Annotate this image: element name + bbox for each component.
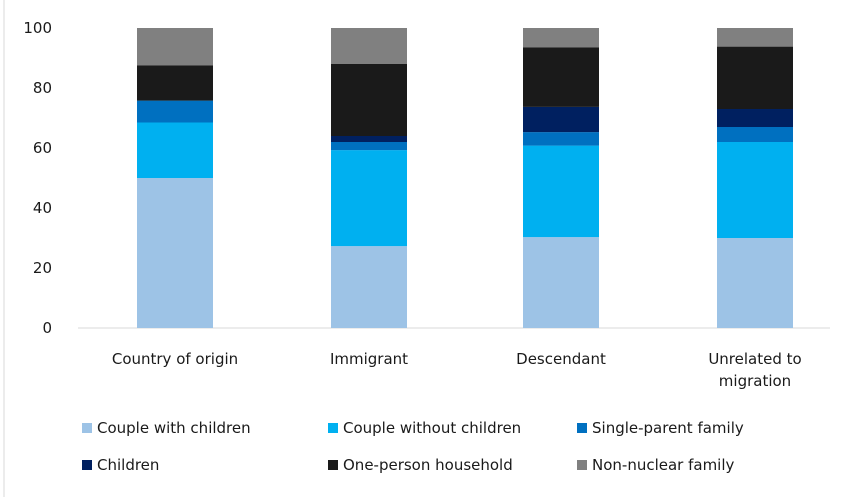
bar-segment — [137, 178, 213, 328]
legend-label: Single-parent family — [592, 419, 744, 437]
bar-segment — [331, 28, 407, 64]
bars — [137, 28, 793, 328]
y-tick-label: 80 — [33, 79, 52, 97]
y-tick-label: 60 — [33, 139, 52, 157]
bar-segment — [137, 28, 213, 66]
legend-swatch — [82, 460, 92, 470]
bar-segment — [331, 150, 407, 247]
x-tick-label: Descendant — [516, 350, 606, 368]
bar-segment — [523, 47, 599, 107]
legend-swatch — [577, 423, 587, 433]
x-tick-label: Unrelated to migration — [708, 350, 801, 390]
bar-segment — [523, 132, 599, 146]
y-tick-label: 40 — [33, 199, 52, 217]
y-tick-label: 20 — [33, 259, 52, 277]
bar-segment — [137, 65, 213, 101]
legend: Couple with children Couple without child… — [82, 419, 744, 474]
bar-segment — [137, 122, 213, 178]
bar-segment — [717, 109, 793, 127]
bar-segment — [137, 100, 213, 123]
legend-item: Children — [82, 456, 159, 474]
legend-item: One-person household — [328, 456, 513, 474]
y-tick-label: 100 — [23, 19, 52, 37]
legend-label: Children — [97, 456, 159, 474]
bar-segment — [523, 28, 599, 48]
bar-segment — [717, 28, 793, 47]
bar-segment — [717, 238, 793, 328]
legend-label: Couple without children — [343, 419, 521, 437]
legend-item: Couple without children — [328, 419, 521, 437]
legend-item: Single-parent family — [577, 419, 744, 437]
bar-segment — [717, 142, 793, 238]
legend-swatch — [577, 460, 587, 470]
legend-label: Non-nuclear family — [592, 456, 735, 474]
bar-segment — [523, 237, 599, 328]
x-axis: Country of origin Immigrant Descendant Unre… — [112, 350, 802, 390]
legend-swatch — [328, 460, 338, 470]
bar-segment — [331, 246, 407, 328]
legend-label: One-person household — [343, 456, 513, 474]
legend-label: Couple with children — [97, 419, 251, 437]
y-axis: 0 20 40 60 80 100 — [23, 19, 52, 337]
legend-item: Non-nuclear family — [577, 456, 735, 474]
legend-swatch — [328, 423, 338, 433]
legend-swatch — [82, 423, 92, 433]
bar-segment — [331, 136, 407, 142]
bar-segment — [717, 127, 793, 142]
bar-segment — [331, 142, 407, 151]
legend-item: Couple with children — [82, 419, 251, 437]
y-tick-label: 0 — [42, 319, 52, 337]
bar-segment — [523, 145, 599, 238]
x-tick-label: Country of origin — [112, 350, 238, 368]
x-tick-label: Immigrant — [330, 350, 408, 368]
bar-segment — [523, 106, 599, 133]
bar-segment — [717, 46, 793, 109]
bar-segment — [331, 64, 407, 136]
